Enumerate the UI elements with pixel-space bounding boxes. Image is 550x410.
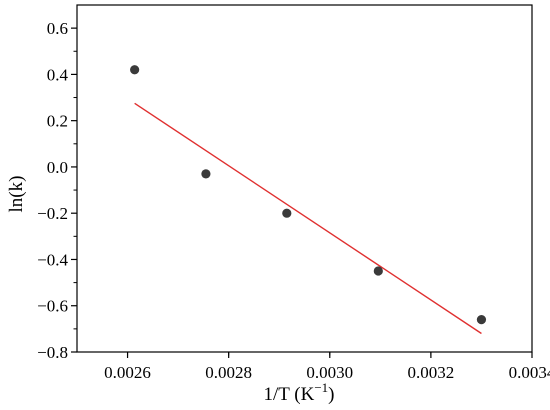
y-axis-title: ln(k): [6, 176, 27, 213]
x-tick-label: 0.0030: [306, 363, 353, 382]
x-axis-title-main: 1/T (K: [263, 384, 314, 405]
data-point: [373, 266, 383, 276]
x-tick-label: 0.0032: [408, 363, 455, 382]
fit-line: [134, 102, 482, 335]
data-point: [130, 65, 140, 75]
y-tick-label: 0.0: [47, 158, 68, 177]
y-tick-label: −0.6: [37, 297, 68, 316]
y-tick-label: −0.4: [37, 250, 68, 269]
x-axis-title: 1/T (K−1): [263, 380, 334, 405]
y-tick-label: −0.8: [37, 343, 68, 362]
plot-marks: [130, 65, 487, 335]
y-tick-label: 0.4: [47, 65, 69, 84]
tick-labels: 0.0026 0.0028 0.0030 0.0032 0.0034 −0.8 −0.6 −0…: [37, 19, 550, 382]
x-tick-label: 0.0028: [205, 363, 252, 382]
data-point: [282, 208, 292, 218]
plot-frame: [76, 4, 533, 353]
x-tick-label: 0.0026: [104, 363, 151, 382]
data-point: [201, 169, 211, 179]
y-tick-label: 0.6: [47, 19, 68, 38]
x-tick-label: 0.0034: [509, 363, 550, 382]
y-tick-label: −0.2: [37, 204, 68, 223]
x-axis-title-superscript: −1: [314, 380, 328, 395]
data-point: [476, 315, 487, 325]
axis-ticks: [71, 27, 533, 358]
y-tick-label: 0.2: [47, 112, 68, 131]
x-axis-title-suffix: ): [328, 384, 334, 405]
